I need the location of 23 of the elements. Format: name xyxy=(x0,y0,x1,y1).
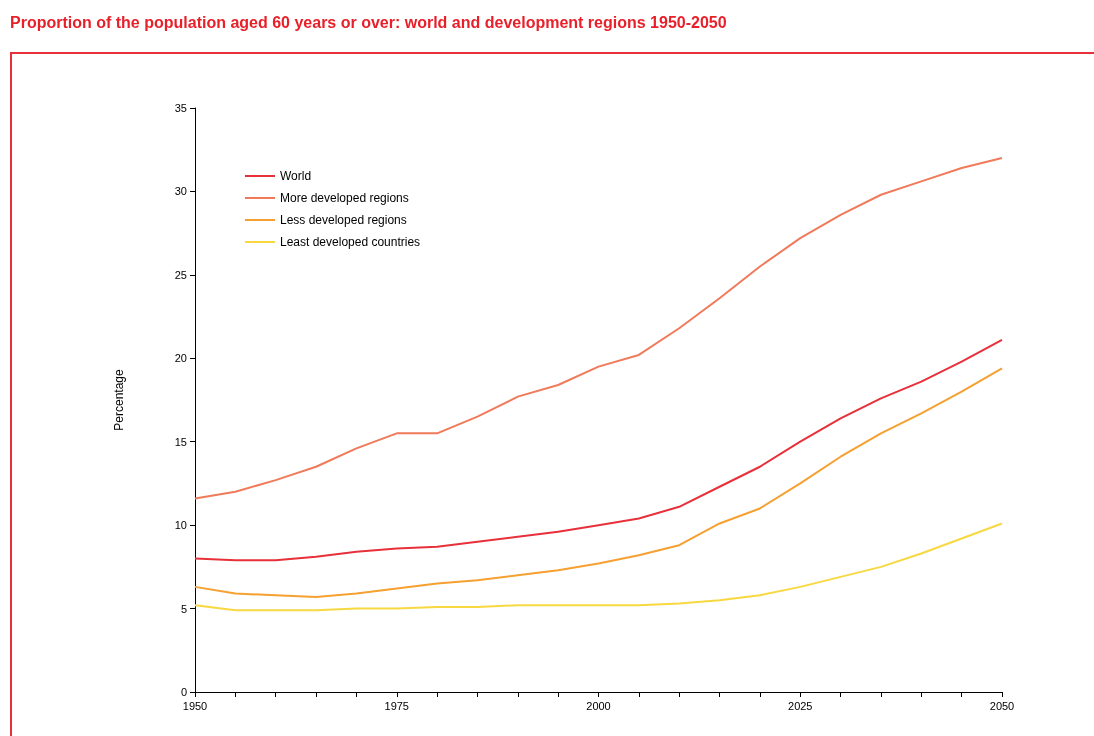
y-tick-label: 15 xyxy=(174,435,187,448)
line-series xyxy=(194,522,1003,612)
legend-label: More developed regions xyxy=(280,191,409,205)
y-tick-label: 20 xyxy=(174,352,187,365)
legend-label: Least developed countries xyxy=(280,235,421,249)
y-axis-title: Percentage xyxy=(112,368,126,431)
y-tick-label: 30 xyxy=(174,185,187,198)
legend-label: Less developed regions xyxy=(280,213,407,227)
y-tick-label: 10 xyxy=(174,519,187,532)
y-tick-label: 25 xyxy=(174,268,187,281)
legend-label: World xyxy=(280,169,312,183)
line-series xyxy=(194,338,1003,562)
line-series xyxy=(194,367,1003,598)
y-tick-label: 5 xyxy=(180,602,187,615)
line-series xyxy=(194,157,1003,500)
x-tick-label: 2025 xyxy=(788,699,813,712)
x-tick-label: 1950 xyxy=(182,699,208,712)
chart-title: Proportion of the population aged 60 years or over: world and development regions 1950-2050 xyxy=(10,14,727,32)
y-tick-label: 35 xyxy=(174,102,187,114)
x-tick-label: 1975 xyxy=(384,699,409,712)
x-tick-label: 2050 xyxy=(989,699,1015,712)
x-tick-label: 2000 xyxy=(586,699,611,712)
y-tick-label: 0 xyxy=(180,686,187,698)
